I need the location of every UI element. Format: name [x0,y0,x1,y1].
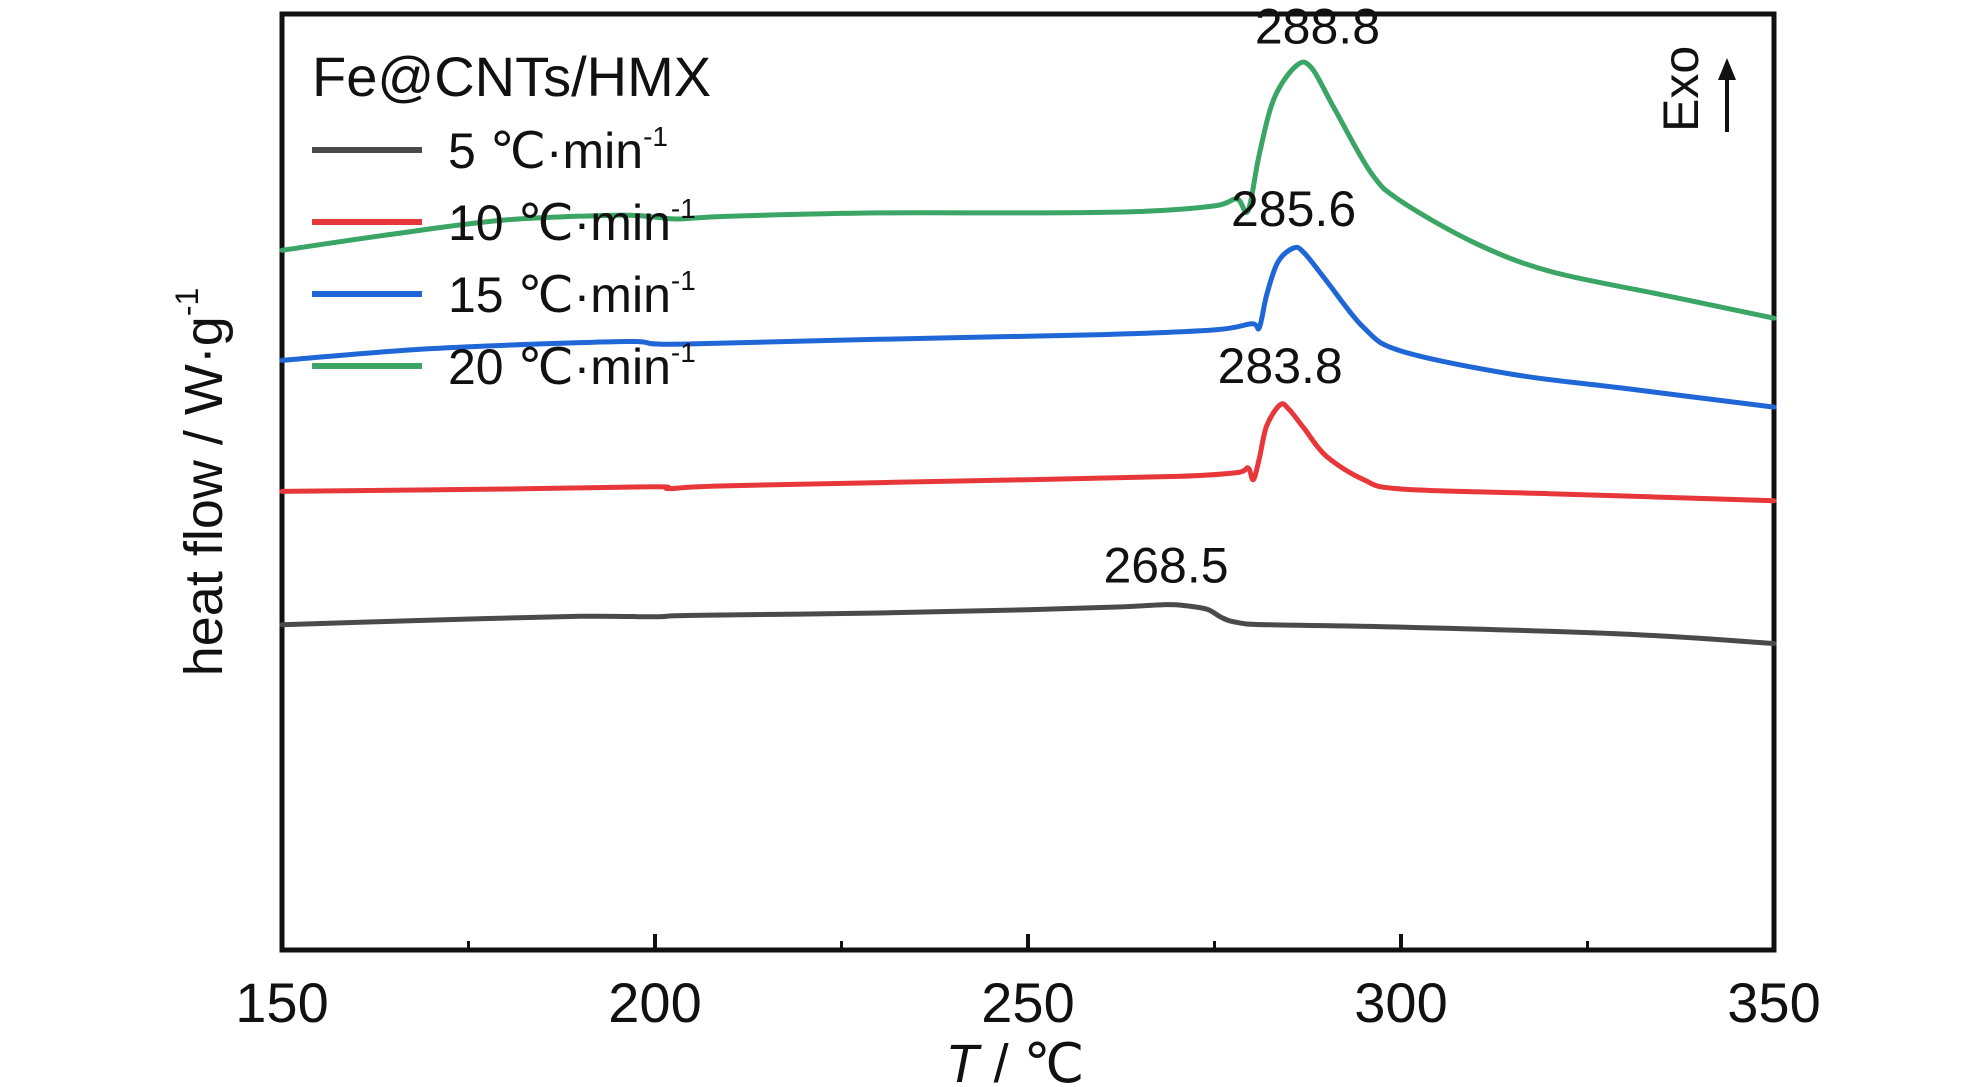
series-line-3 [279,244,1777,410]
y-axis-title-sup: -1 [169,288,205,316]
legend-label-text: 20 ℃·min [448,339,671,395]
y-axis-title: heat flow / W·g-1 [169,288,234,677]
legend-label-sup: -1 [643,121,668,152]
legend-label: 15 ℃·min-1 [448,265,696,323]
series-line-1 [279,602,1777,646]
peak-labels: 268.5 283.8 285.6 288.8 [1103,0,1380,594]
x-axis-title-symbol: T [946,1034,983,1087]
legend-title: Fe@CNTs/HMX [312,45,711,108]
legend-label-sup: -1 [671,265,696,296]
series-line-4 [279,59,1777,321]
series-curves [279,59,1777,646]
legend-label: 20 ℃·min-1 [448,337,696,395]
legend-label-sup: -1 [671,337,696,368]
x-axis-ticks: 150 200 250 300 350 [235,934,1821,1034]
x-axis-title: T / ℃ [946,1034,1085,1087]
x-tick-label: 150 [235,971,328,1034]
x-axis-title-unit: / ℃ [979,1034,1085,1087]
x-tick-label: 300 [1354,971,1447,1034]
x-tick-label: 200 [608,971,701,1034]
x-tick-label: 250 [981,971,1074,1034]
legend-label-sup: -1 [671,193,696,224]
legend-label: 10 ℃·min-1 [448,193,696,251]
peak-label: 283.8 [1218,338,1343,394]
exo-arrow-head-icon [1718,58,1736,80]
y-axis-title-text: heat flow / W·g [174,316,234,676]
peak-label: 285.6 [1231,181,1356,237]
exo-label: Exo [1653,46,1709,132]
legend-label-text: 15 ℃·min [448,267,671,323]
legend: Fe@CNTs/HMX 5 ℃·min-110 ℃·min-115 ℃·min-… [312,45,711,395]
series-line-2 [279,401,1777,504]
legend-label-text: 5 ℃·min [448,123,643,179]
exo-indicator: Exo [1653,46,1736,132]
peak-label: 268.5 [1103,538,1228,594]
legend-label-text: 10 ℃·min [448,195,671,251]
legend-label: 5 ℃·min-1 [448,121,668,179]
x-tick-label: 350 [1727,971,1820,1034]
peak-label: 288.8 [1255,0,1380,54]
